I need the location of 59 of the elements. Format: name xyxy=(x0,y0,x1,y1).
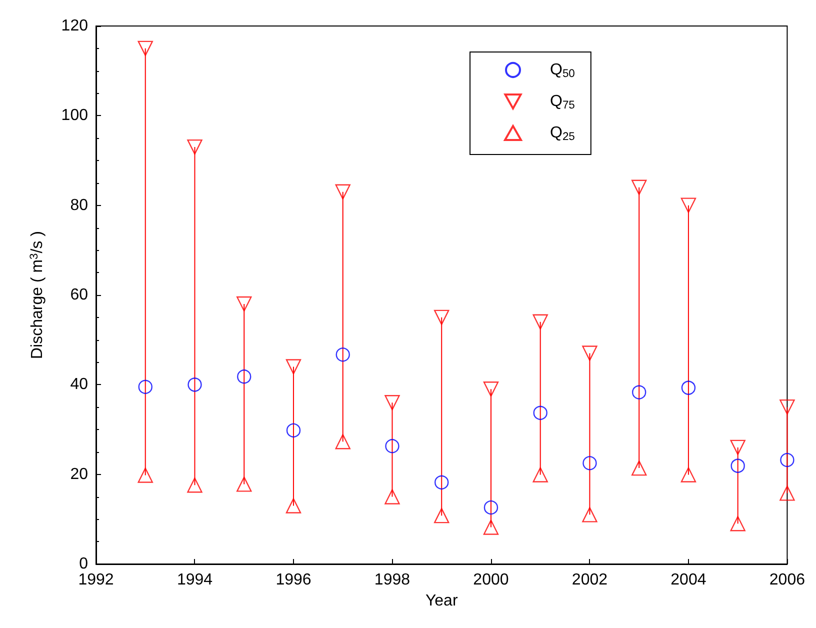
point xyxy=(582,346,598,361)
point xyxy=(484,500,498,515)
y-tick-label: 80 xyxy=(70,196,88,214)
x-tick-label: 2006 xyxy=(769,572,806,588)
point xyxy=(681,380,696,395)
x-tick-label: 2004 xyxy=(670,572,706,588)
point xyxy=(237,370,252,384)
x-tick-label: 2000 xyxy=(473,572,509,588)
point xyxy=(730,440,746,456)
point xyxy=(483,520,499,535)
point xyxy=(533,406,548,420)
x-axis-title: Year xyxy=(425,592,458,610)
point xyxy=(780,399,795,415)
point xyxy=(385,438,400,454)
point xyxy=(730,458,745,473)
y-tick-label: 100 xyxy=(61,107,88,124)
point xyxy=(336,348,350,362)
x-tick-label: 2002 xyxy=(572,572,608,588)
point xyxy=(138,40,153,56)
point xyxy=(680,198,696,213)
point xyxy=(434,475,449,490)
x-tick-label: 1998 xyxy=(374,572,410,588)
point xyxy=(780,486,795,501)
point xyxy=(434,508,450,524)
point xyxy=(335,434,350,450)
x-tick-label: 1994 xyxy=(176,572,213,588)
x-tick-label: 1992 xyxy=(78,572,114,588)
point xyxy=(632,385,646,400)
point xyxy=(631,460,647,476)
point xyxy=(187,477,202,493)
point xyxy=(680,467,696,482)
point xyxy=(631,180,647,195)
x-tick-label: 1996 xyxy=(276,572,312,588)
point xyxy=(286,423,301,438)
y-tick-label: 20 xyxy=(70,466,88,483)
point xyxy=(582,507,598,522)
y-tick-label: 60 xyxy=(70,286,88,304)
point xyxy=(187,139,202,155)
point xyxy=(434,310,450,326)
point xyxy=(236,296,252,312)
y-tick-label: 0 xyxy=(79,556,88,572)
point xyxy=(532,314,548,330)
point xyxy=(532,467,548,482)
y-tick-label: 120 xyxy=(61,18,88,34)
point xyxy=(730,516,746,532)
point xyxy=(582,456,597,470)
point xyxy=(236,476,252,492)
point xyxy=(138,468,153,483)
point xyxy=(483,382,499,397)
point xyxy=(384,395,400,410)
point xyxy=(188,378,202,392)
point xyxy=(384,489,400,504)
y-axis-title: Discharge ( m3/s ) xyxy=(28,230,46,360)
point xyxy=(138,380,152,394)
point xyxy=(780,452,794,468)
point xyxy=(335,184,350,200)
point xyxy=(286,498,302,514)
point xyxy=(286,359,302,374)
y-tick-label: 40 xyxy=(70,376,88,394)
